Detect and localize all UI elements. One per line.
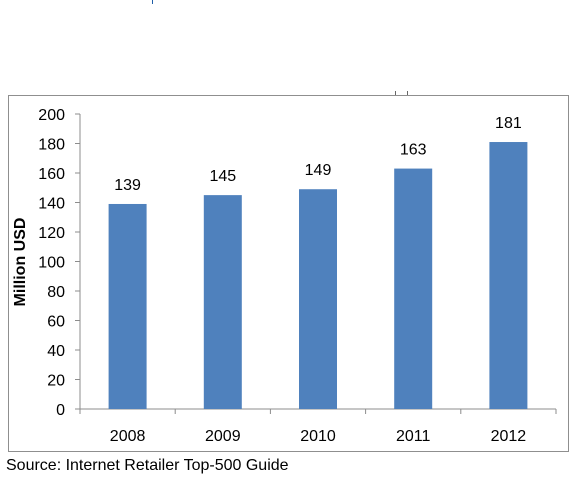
y-tick-label: 100	[38, 255, 65, 272]
y-tick-label: 20	[47, 373, 65, 390]
x-tick-label: 2011	[396, 428, 431, 445]
bars	[108, 142, 528, 409]
x-axis: 2008 2009 2010 2011 2012	[79, 408, 557, 445]
data-label-2010: 149	[305, 162, 332, 179]
y-tick-label: 60	[47, 314, 65, 331]
y-tick-label: 0	[56, 402, 65, 419]
chart-frame	[8, 95, 569, 452]
bar-2012	[489, 142, 528, 409]
y-axis-title: Million USD	[12, 218, 29, 307]
data-label-2011: 163	[400, 142, 427, 159]
bar-2009	[203, 195, 242, 409]
x-tick-label: 2010	[300, 428, 336, 445]
frame-notch	[395, 91, 411, 95]
x-tick-label: 2009	[205, 428, 241, 445]
data-label-2009: 145	[209, 168, 236, 185]
y-tick-label: 160	[38, 166, 65, 183]
x-tick-label: 2012	[491, 428, 527, 445]
y-tick-label: 180	[38, 137, 65, 154]
y-tick-label: 80	[47, 284, 65, 301]
data-label-2008: 139	[114, 177, 141, 194]
source-note: Source: Internet Retailer Top-500 Guide	[6, 457, 289, 474]
y-tick-label: 140	[38, 196, 65, 213]
y-tick-label: 40	[47, 343, 65, 360]
y-tick-label: 120	[38, 225, 65, 242]
y-tick-label: 200	[38, 107, 65, 124]
data-labels: 139 145 149 163 181	[114, 115, 522, 194]
y-axis: 0 20 40 60 80 100 120 140 160 180 200	[38, 107, 81, 419]
bar-2008	[108, 203, 147, 409]
x-tick-label: 2008	[110, 428, 146, 445]
data-label-2012: 181	[495, 115, 522, 132]
bar-2010	[299, 189, 337, 409]
decorative-mark	[152, 0, 153, 4]
bar-2011	[394, 168, 433, 409]
